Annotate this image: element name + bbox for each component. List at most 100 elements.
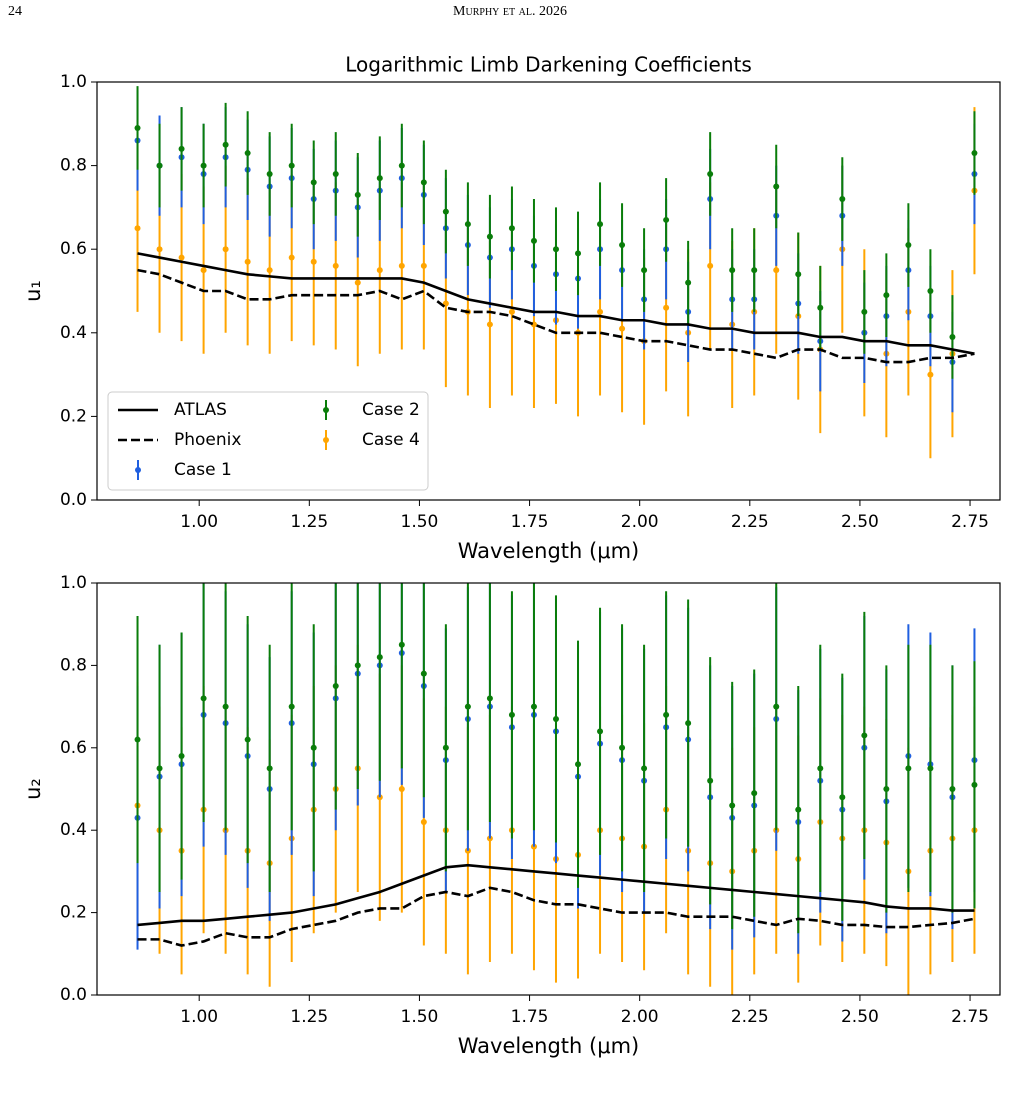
- data-point: [817, 304, 824, 311]
- data-point: [508, 711, 515, 718]
- data-point: [883, 292, 890, 299]
- x-axis-label: Wavelength (μm): [458, 539, 639, 563]
- data-point: [464, 221, 471, 228]
- data-point: [222, 703, 229, 710]
- data-point: [707, 262, 714, 269]
- data-point: [156, 162, 163, 169]
- data-point: [376, 175, 383, 182]
- legend-label: ATLAS: [174, 400, 227, 420]
- data-point: [354, 279, 361, 286]
- data-point: [575, 250, 582, 257]
- data-point: [685, 279, 692, 286]
- data-point: [266, 267, 273, 274]
- data-point: [442, 208, 449, 215]
- legend-box: [107, 391, 429, 491]
- x-tick-label: 1.25: [290, 512, 328, 532]
- model-line: [137, 863, 975, 927]
- data-point: [530, 703, 537, 710]
- data-point: [619, 242, 626, 249]
- data-point: [310, 258, 317, 265]
- data-point: [354, 191, 361, 198]
- model-line: [137, 268, 975, 364]
- data-point: [839, 196, 846, 203]
- y-tick-label: 0.0: [60, 490, 87, 510]
- x-tick-label: 2.00: [621, 1007, 659, 1027]
- legend-label: Case 2: [362, 400, 420, 420]
- data-point: [178, 753, 185, 760]
- y-tick-label: 0.8: [60, 156, 87, 176]
- data-point: [376, 654, 383, 661]
- data-point: [552, 246, 559, 253]
- data-point: [442, 744, 449, 751]
- data-point: [266, 170, 273, 177]
- data-point: [597, 728, 604, 735]
- data-point: [905, 242, 912, 249]
- data-point: [398, 786, 405, 792]
- x-tick-label: 2.25: [731, 512, 769, 532]
- data-point: [729, 802, 736, 809]
- data-point: [310, 744, 317, 751]
- data-point: [773, 183, 780, 190]
- data-point: [354, 662, 361, 669]
- y-axis-label: u₁: [21, 280, 45, 302]
- data-point: [508, 225, 515, 232]
- y-tick-label: 0.6: [60, 239, 87, 259]
- y-tick-label: 0.2: [60, 903, 87, 923]
- data-point: [861, 308, 868, 315]
- x-tick-label: 1.00: [180, 512, 218, 532]
- data-point: [244, 150, 251, 157]
- x-axis-label: Wavelength (μm): [458, 1034, 639, 1058]
- data-point: [729, 267, 736, 274]
- y-tick-label: 0.6: [60, 738, 87, 758]
- data-point: [949, 333, 956, 340]
- data-point: [376, 267, 383, 274]
- data-point: [156, 246, 163, 253]
- data-point: [663, 304, 670, 311]
- data-point: [795, 806, 802, 813]
- plot-frame: [96, 582, 1001, 996]
- data-point: [663, 216, 670, 223]
- plot-area: [134, 86, 978, 459]
- data-point: [266, 765, 273, 772]
- data-point: [244, 736, 251, 743]
- data-point: [927, 288, 934, 294]
- data-point: [134, 225, 141, 232]
- y-tick-label: 0.8: [60, 655, 87, 675]
- data-point: [927, 371, 934, 378]
- x-tick-label: 2.00: [621, 512, 659, 532]
- data-point: [949, 786, 956, 792]
- data-point: [178, 145, 185, 152]
- plot-area: [134, 583, 978, 995]
- data-point: [663, 711, 670, 718]
- x-tick-label: 1.00: [180, 1007, 218, 1027]
- data-point: [486, 321, 493, 328]
- data-point: [773, 267, 780, 274]
- data-point: [773, 703, 780, 710]
- data-point: [619, 744, 626, 751]
- data-point: [332, 170, 339, 177]
- data-point: [575, 761, 582, 768]
- legend-label: Case 4: [362, 430, 420, 450]
- y-tick-label: 0.2: [60, 406, 87, 426]
- data-point: [597, 308, 604, 315]
- data-point: [927, 765, 934, 772]
- data-point: [751, 267, 758, 274]
- y-tick-label: 0.4: [60, 820, 87, 840]
- chart-title: Logarithmic Limb Darkening Coefficients: [345, 53, 752, 77]
- data-point: [707, 777, 714, 784]
- data-point: [707, 170, 714, 177]
- data-point: [486, 233, 493, 240]
- x-tick-label: 2.25: [731, 1007, 769, 1027]
- legend-label: Case 1: [174, 460, 232, 480]
- data-point: [883, 786, 890, 792]
- data-point: [905, 765, 912, 772]
- running-head: Murphy et al. 2026: [453, 4, 567, 19]
- x-tick-label: 1.50: [401, 1007, 439, 1027]
- legend-label: Phoenix: [174, 430, 241, 450]
- data-point: [685, 720, 692, 727]
- data-point: [971, 150, 978, 157]
- x-tick-label: 1.75: [511, 1007, 549, 1027]
- data-point: [332, 262, 339, 269]
- model-line: [137, 886, 975, 947]
